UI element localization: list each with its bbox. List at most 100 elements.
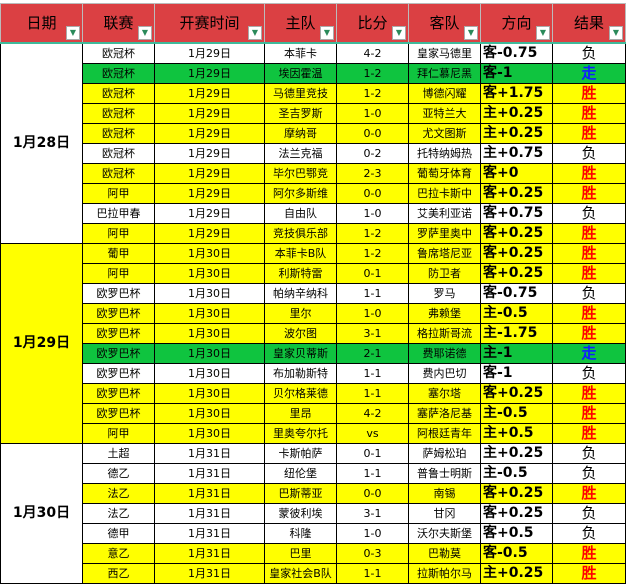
kickoff-cell: 1月31日 [154,502,265,524]
direction-cell: 客+1.75 [480,82,553,104]
league-cell: 土超 [82,442,155,464]
away-cell: 托特纳姆热 [408,142,481,164]
home-cell: 毕尔巴鄂竞 [264,162,337,184]
filter-dropdown-icon[interactable]: ▼ [392,25,406,40]
result-cell: 胜 [552,402,626,424]
table-row: 欧冠杯 1月29日 法兰克福 0-2 托特纳姆热 主+0.75 负 [1,142,626,164]
league-cell: 德乙 [82,462,155,484]
home-cell: 法兰克福 [264,142,337,164]
kickoff-cell: 1月31日 [154,482,265,504]
score-cell: 1-1 [336,362,409,384]
score-cell: 2-1 [336,342,409,364]
result-cell: 负 [552,42,626,64]
league-cell: 欧冠杯 [82,162,155,184]
kickoff-cell: 1月31日 [154,522,265,544]
home-cell: 卡斯帕萨 [264,442,337,464]
direction-cell: 客+0.25 [480,242,553,264]
result-cell: 负 [552,282,626,304]
kickoff-cell: 1月30日 [154,342,265,364]
league-cell: 意乙 [82,542,155,564]
kickoff-cell: 1月31日 [154,562,265,584]
score-cell: 1-0 [336,202,409,224]
league-cell: 巴拉甲春 [82,202,155,224]
league-cell: 欧冠杯 [82,82,155,104]
away-cell: 防卫者 [408,262,481,284]
league-cell: 阿甲 [82,262,155,284]
away-cell: 罗萨里奥中 [408,222,481,244]
score-cell: 1-1 [336,382,409,404]
kickoff-cell: 1月29日 [154,122,265,144]
table-row: 欧罗巴杯 1月30日 贝尔格莱德 1-1 塞尔塔 客+0.25 胜 [1,382,626,404]
kickoff-cell: 1月29日 [154,142,265,164]
filter-dropdown-icon[interactable]: ▼ [66,25,80,40]
kickoff-cell: 1月30日 [154,262,265,284]
league-cell: 欧罗巴杯 [82,302,155,324]
kickoff-cell: 1月31日 [154,442,265,464]
kickoff-cell: 1月30日 [154,422,265,444]
kickoff-cell: 1月29日 [154,202,265,224]
kickoff-cell: 1月29日 [154,102,265,124]
home-cell: 波尔图 [264,322,337,344]
kickoff-cell: 1月29日 [154,42,265,64]
header-label: 方向 [501,13,532,32]
date-cell: 1月29日 [0,242,83,444]
filter-dropdown-icon[interactable]: ▼ [536,25,550,40]
filter-dropdown-icon[interactable]: ▼ [609,25,623,40]
kickoff-cell: 1月30日 [154,362,265,384]
table-row: 欧罗巴杯 1月30日 帕纳辛纳科 1-1 罗马 客-0.75 负 [1,282,626,304]
filter-dropdown-icon[interactable]: ▼ [464,25,478,40]
home-cell: 帕纳辛纳科 [264,282,337,304]
header-home: 主队 ▼ [264,3,337,44]
league-cell: 葡甲 [82,242,155,264]
home-cell: 里尔 [264,302,337,324]
direction-cell: 主+0.25 [480,442,553,464]
result-cell: 胜 [552,242,626,264]
score-cell: 1-2 [336,242,409,264]
score-cell: 0-2 [336,142,409,164]
away-cell: 尤文图斯 [408,122,481,144]
result-cell: 胜 [552,122,626,144]
results-table: 日期 ▼ 联赛 ▼ 开赛时间 ▼ 主队 ▼ 比分 ▼ 客队 ▼ 方向 ▼ 结果 ▼ 1月28日 欧冠杯 1月29日… [0,3,626,584]
away-cell: 沃尔夫斯堡 [408,522,481,544]
header-label: 主队 [285,13,316,32]
direction-cell: 客+0.25 [480,482,553,504]
league-cell: 法乙 [82,482,155,504]
kickoff-cell: 1月29日 [154,182,265,204]
home-cell: 皇家贝蒂斯 [264,342,337,364]
kickoff-cell: 1月30日 [154,242,265,264]
score-cell: 0-0 [336,482,409,504]
league-cell: 欧罗巴杯 [82,282,155,304]
date-cell: 1月28日 [0,42,83,244]
away-cell: 罗马 [408,282,481,304]
filter-dropdown-icon[interactable]: ▼ [320,25,334,40]
kickoff-cell: 1月29日 [154,222,265,244]
away-cell: 塞尔塔 [408,382,481,404]
direction-cell: 客-0.75 [480,42,553,64]
table-row: 巴拉甲春 1月29日 自由队 1-0 艾美利亚诺 客+0.75 负 [1,202,626,224]
result-cell: 胜 [552,562,626,584]
score-cell: 0-0 [336,182,409,204]
direction-cell: 主+0.75 [480,142,553,164]
home-cell: 贝尔格莱德 [264,382,337,404]
header-label: 结果 [573,13,604,32]
league-cell: 阿甲 [82,222,155,244]
direction-cell: 客+0 [480,162,553,184]
score-cell: 2-3 [336,162,409,184]
result-cell: 负 [552,462,626,484]
score-cell: 0-3 [336,542,409,564]
table-row: 德甲 1月31日 科隆 1-0 沃尔夫斯堡 客+0.5 负 [1,522,626,544]
result-cell: 负 [552,442,626,464]
home-cell: 里昂 [264,402,337,424]
away-cell: 拉斯帕尔马 [408,562,481,584]
header-kickoff: 开赛时间 ▼ [154,3,265,44]
result-cell: 胜 [552,482,626,504]
filter-dropdown-icon[interactable]: ▼ [248,25,262,40]
away-cell: 艾美利亚诺 [408,202,481,224]
league-cell: 欧罗巴杯 [82,342,155,364]
filter-dropdown-icon[interactable]: ▼ [138,25,152,40]
result-cell: 胜 [552,82,626,104]
direction-cell: 主-0.5 [480,462,553,484]
table-row: 西乙 1月31日 皇家社会B队 1-1 拉斯帕尔马 主+0.25 胜 [1,562,626,584]
score-cell: 1-1 [336,462,409,484]
table-row: 法乙 1月31日 蒙彼利埃 3-1 甘冈 客+0.25 负 [1,502,626,524]
